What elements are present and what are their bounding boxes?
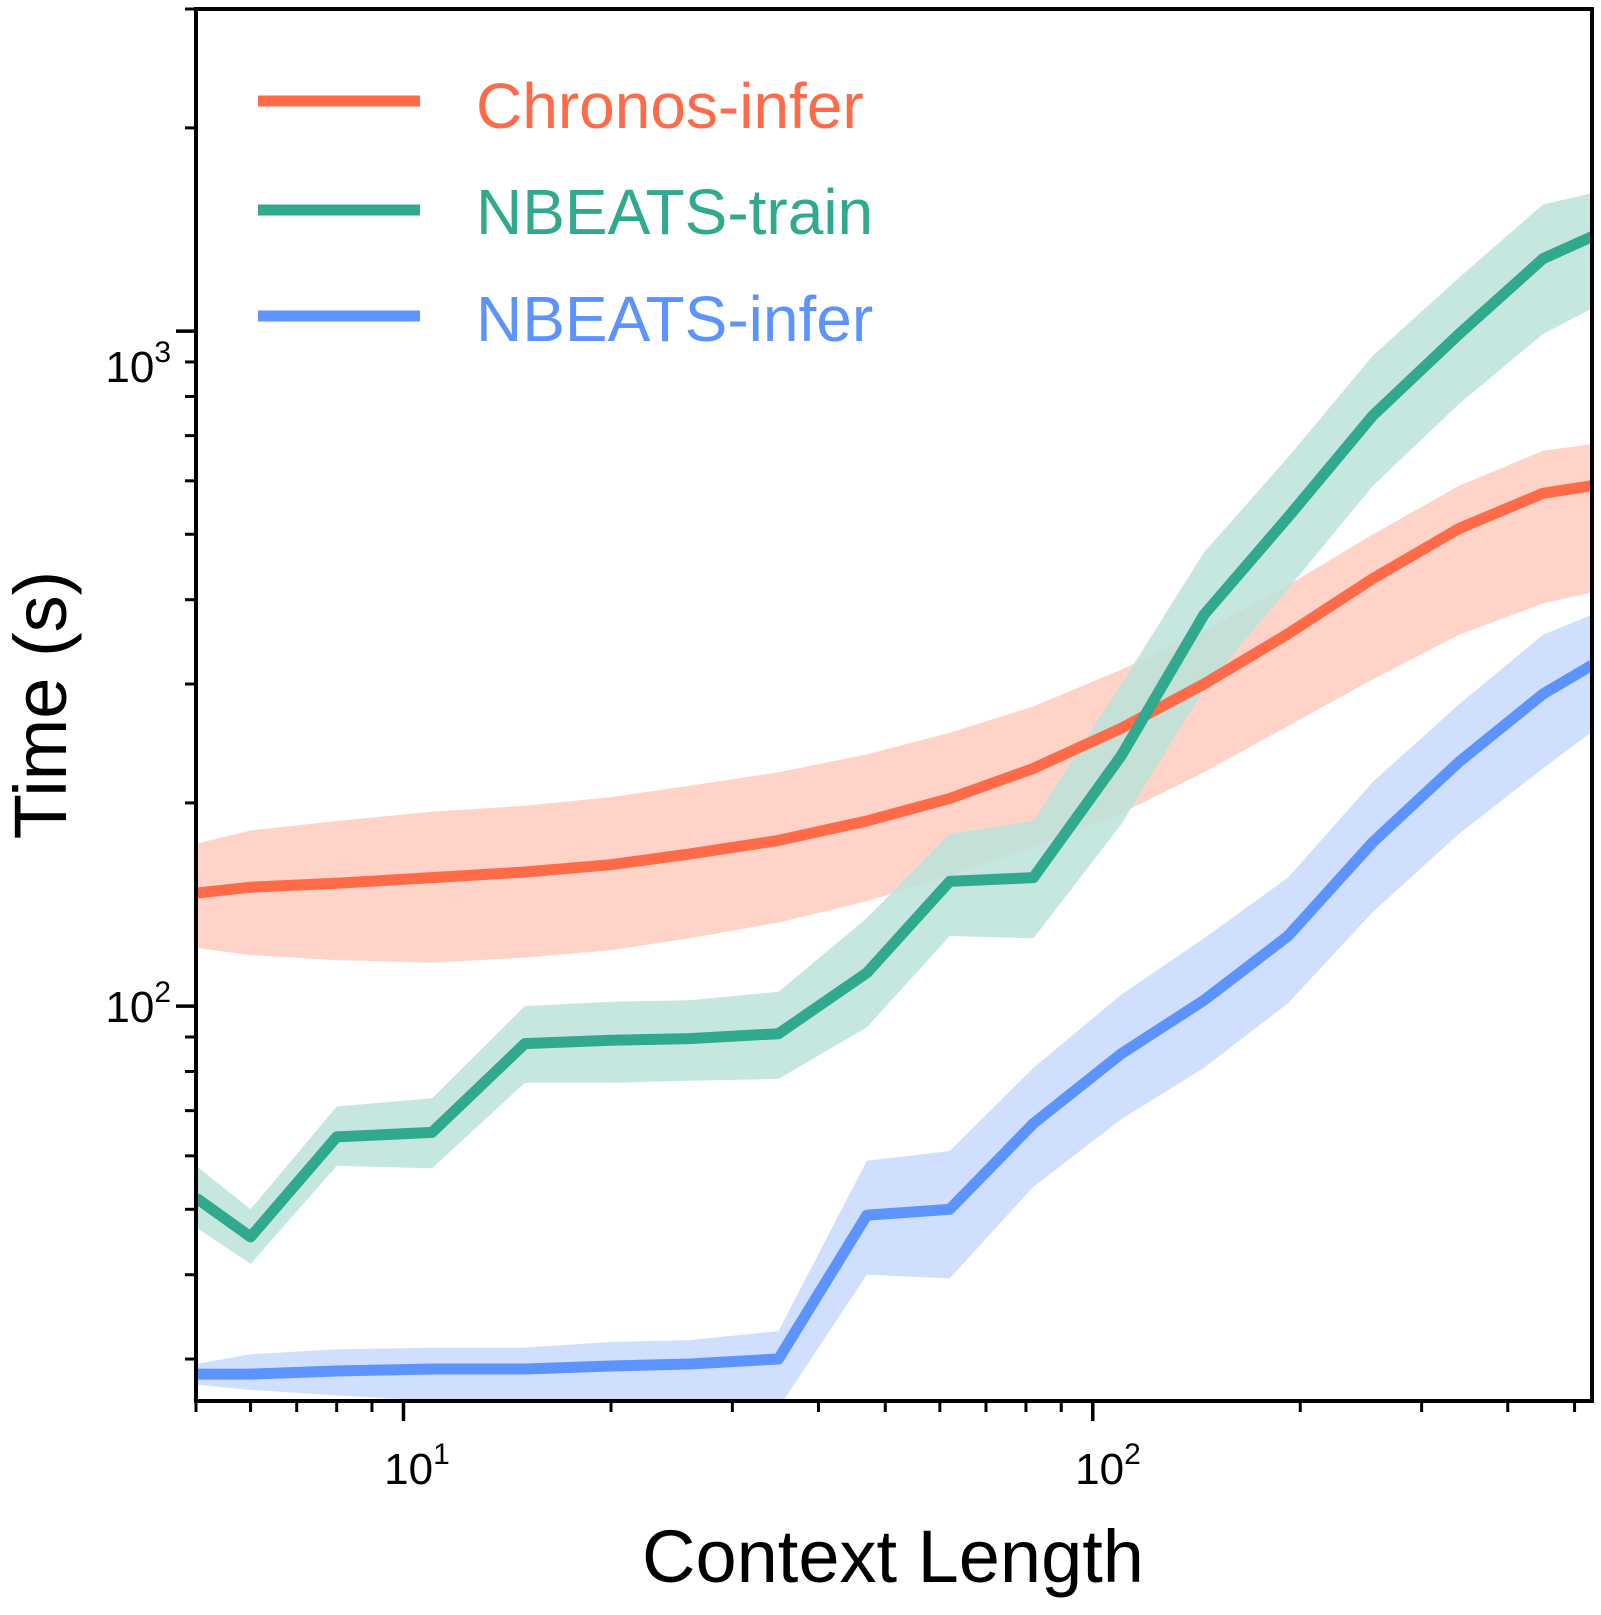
- confidence-bands: [196, 193, 1592, 1401]
- band-nbeats-train: [196, 193, 1592, 1264]
- line-nbeats-train: [196, 231, 1592, 1243]
- band-chronos-infer: [196, 444, 1592, 963]
- y-tick-label-100: 102: [105, 976, 171, 1032]
- plot-frame: [194, 7, 1594, 1403]
- y-tick-label-1000: 103: [105, 336, 171, 392]
- legend-label-chronos-infer: Chronos-infer: [476, 70, 864, 142]
- x-axis-label: Context Length: [642, 1515, 1144, 1598]
- legend-label-nbeats-infer: NBEATS-infer: [476, 283, 873, 355]
- series-lines: [196, 231, 1592, 1380]
- y-axis-label: Time (s): [0, 571, 82, 840]
- legend: Chronos-infer NBEATS-train NBEATS-infer: [258, 70, 873, 355]
- band-nbeats-infer: [196, 614, 1592, 1401]
- x-tick-label-10: 101: [384, 1438, 450, 1494]
- line-chronos-infer: [196, 480, 1592, 899]
- x-tick-label-100: 102: [1075, 1438, 1141, 1494]
- line-nbeats-infer: [196, 660, 1592, 1380]
- legend-label-nbeats-train: NBEATS-train: [476, 176, 873, 248]
